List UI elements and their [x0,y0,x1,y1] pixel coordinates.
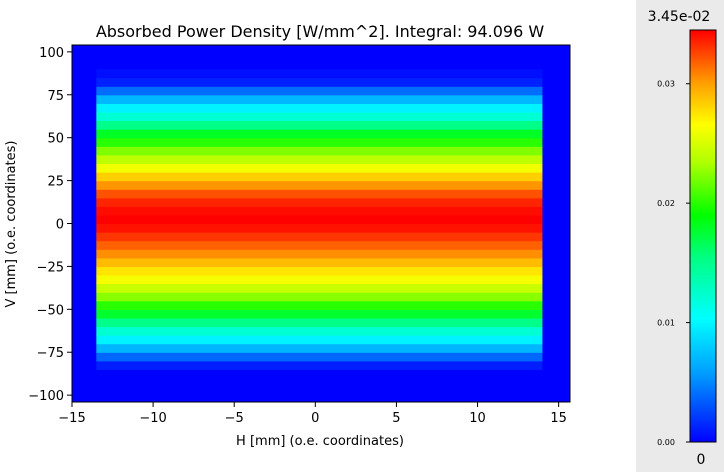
y-tick-label: 0 [56,218,64,233]
x-tick-label: 0 [311,411,319,426]
x-tick-label: 10 [469,411,486,426]
colorbar: 3.45e-02 0.00 0.01 0.02 0.03 0 [648,9,717,468]
heatmap-band [96,360,543,370]
heatmap-band [96,232,543,242]
heatmap-band [96,189,543,199]
y-tick-label: −75 [37,346,64,361]
heatmap-band [96,86,543,96]
heatmap-band [96,103,543,113]
x-tick-label: −5 [225,411,244,426]
heatmap-band [96,154,543,165]
heatmap-band [96,266,543,276]
heatmap-band [96,137,543,147]
y-tick-label: 50 [47,132,64,147]
heatmap-band [96,317,543,328]
colorbar-min-label: 0 [697,452,706,468]
heatmap-band [96,274,543,285]
x-tick-label: 5 [392,411,400,426]
heatmap-band [96,111,543,122]
x-tick-label: −15 [58,411,85,426]
colorbar-tick-label: 0.03 [657,80,675,89]
heatmap-band [96,257,543,268]
colorbar-tick-label: 0.02 [657,199,675,208]
heatmap-band [96,283,543,293]
colorbar-tick-label: 0.01 [657,319,675,328]
heatmap-band [96,94,543,104]
heatmap-band [96,326,543,336]
heatmap-band [96,77,543,87]
heatmap-band [96,249,543,259]
x-tick-label: 15 [550,411,567,426]
y-axis: −100 −75 −50 −25 0 25 50 75 100 [28,46,72,404]
heatmap-band [96,197,543,207]
heatmap-band [96,343,543,353]
heatmap-band [96,309,543,319]
heatmap-bands [96,69,543,370]
y-tick-label: 100 [39,46,64,61]
x-axis-label: H [mm] (o.e. coordinates) [236,434,404,449]
heatmap-plot: Absorbed Power Density [W/mm^2]. Integra… [4,22,571,449]
y-tick-label: 25 [47,175,64,190]
heatmap-band [96,223,543,233]
colorbar-max-label: 3.45e-02 [648,9,711,25]
heatmap-band [96,120,543,130]
heatmap-band [96,240,543,250]
colorbar-tick-label: 0.00 [657,438,675,447]
colorbar-gradient [689,29,717,443]
y-tick-label: 75 [47,89,64,104]
chart-title: Absorbed Power Density [W/mm^2]. Integra… [96,22,545,41]
y-tick-label: −25 [37,260,64,275]
x-axis: −15 −10 −5 0 5 10 15 [58,402,567,426]
heatmap-band [96,69,543,79]
heatmap-band [96,146,543,156]
colorbar-ticks: 0.00 0.01 0.02 0.03 [657,80,690,447]
heatmap-band [96,335,543,345]
heatmap-band [96,172,543,182]
y-tick-label: −50 [37,303,64,318]
heatmap-band [96,300,543,310]
heatmap-band [96,292,543,302]
heatmap-band [96,206,543,216]
heatmap-band [96,214,543,225]
y-tick-label: −100 [28,389,64,404]
heatmap-band [96,129,543,139]
heatmap-band [96,352,543,362]
x-tick-label: −10 [139,411,166,426]
heatmap-band [96,180,543,190]
y-axis-label: V [mm] (o.e. coordinates) [4,140,19,307]
colorbar-panel: 3.45e-02 0.00 0.01 0.02 0.03 0 [636,0,724,472]
heatmap-band [96,163,543,173]
